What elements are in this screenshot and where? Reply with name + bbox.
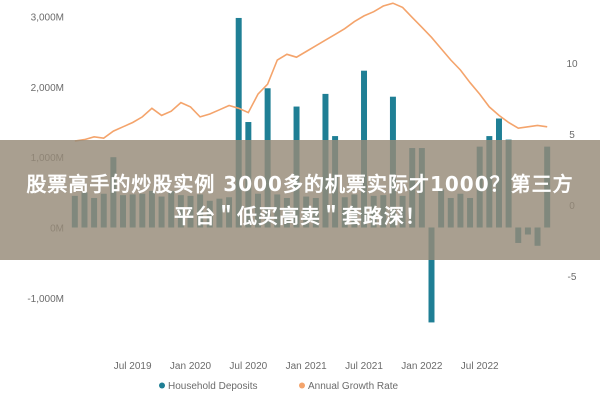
- x-tick-label: Jul 2022: [461, 361, 499, 372]
- legend-label-household-deposits: Household Deposits: [168, 381, 258, 392]
- deposit-bar: [428, 227, 435, 323]
- left-tick-label: -1,000M: [27, 294, 64, 305]
- x-axis-ticks: Jul 2019 Jan 2020 Jul 2020 Jan 2021 Jul 2021…: [114, 361, 499, 372]
- right-tick-label: 5: [569, 130, 575, 141]
- x-tick-label: Jan 2021: [286, 361, 328, 372]
- headline-banner: 股票高手的炒股实例 3000多的机票实际才1000？第三方平台＂低买高卖＂套路深…: [0, 140, 600, 260]
- right-tick-label: -5: [568, 272, 577, 283]
- left-tick-label: 3,000M: [31, 13, 64, 24]
- growth-rate-line: [74, 2, 548, 142]
- x-tick-label: Jul 2020: [229, 361, 267, 372]
- annual-growth-rate-line: [74, 2, 548, 142]
- x-tick-label: Jul 2021: [345, 361, 383, 372]
- x-tick-label: Jan 2020: [170, 361, 212, 372]
- right-tick-label: 10: [566, 59, 578, 70]
- legend-marker-household-deposits: [159, 382, 165, 389]
- legend-label-annual-growth-rate: Annual Growth Rate: [308, 381, 398, 392]
- deposit-bar: [235, 17, 242, 228]
- legend-marker-annual-growth-rate: [299, 382, 305, 389]
- legend: Household Deposits Annual Growth Rate: [159, 381, 398, 392]
- headline-text: 股票高手的炒股实例 3000多的机票实际才1000？第三方平台＂低买高卖＂套路深…: [26, 172, 574, 228]
- left-tick-label: 2,000M: [31, 83, 64, 94]
- x-tick-label: Jan 2022: [401, 361, 443, 372]
- x-tick-label: Jul 2019: [114, 361, 152, 372]
